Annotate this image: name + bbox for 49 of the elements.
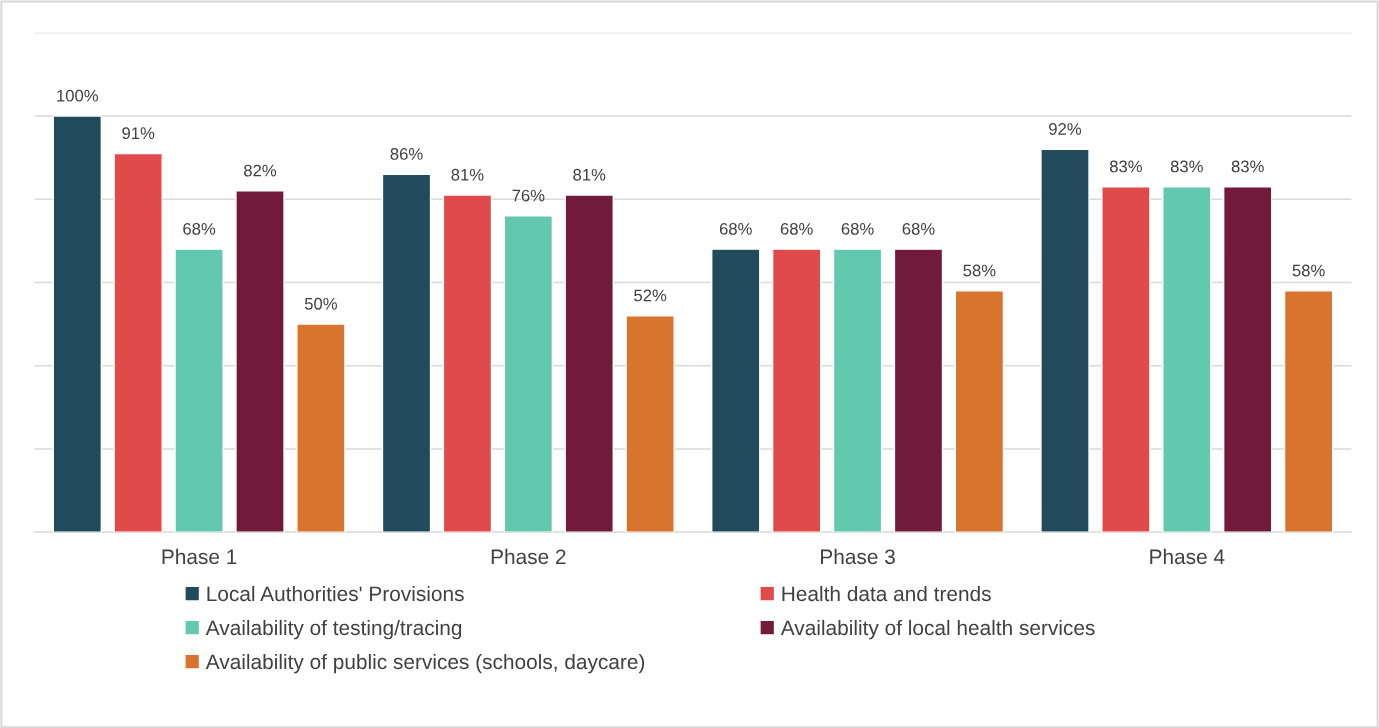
bar xyxy=(625,315,675,533)
x-tick-label: Phase 4 xyxy=(1150,548,1225,565)
data-label: 68% xyxy=(183,222,216,235)
x-tick-label: Phase 3 xyxy=(821,548,895,565)
bar xyxy=(564,194,614,533)
data-label: 68% xyxy=(719,222,752,235)
bar xyxy=(296,323,346,533)
data-label: 50% xyxy=(304,297,337,310)
data-label: 100% xyxy=(57,89,98,102)
legend-label: Health data and trends xyxy=(782,585,991,602)
x-tick-label: Phase 1 xyxy=(162,548,237,565)
bar xyxy=(52,115,103,533)
bar xyxy=(1101,186,1151,533)
bar xyxy=(954,290,1005,533)
x-tick-label: Phase 2 xyxy=(491,548,566,565)
bar xyxy=(381,173,432,533)
data-label: 91% xyxy=(122,127,155,140)
data-label: 81% xyxy=(573,168,606,181)
bar xyxy=(174,248,224,533)
data-label: 83% xyxy=(1170,160,1203,173)
data-label: 82% xyxy=(244,164,277,177)
bar xyxy=(1222,186,1273,533)
data-label: 68% xyxy=(780,222,813,235)
legend-label: Availability of public services (schools, daycare) xyxy=(205,653,645,674)
legend-label: Local Authorities' Provisions xyxy=(207,585,464,602)
bar xyxy=(832,248,883,533)
bar xyxy=(1162,186,1212,533)
bar xyxy=(1040,148,1090,533)
bar xyxy=(771,248,822,533)
data-label: 68% xyxy=(841,222,874,235)
data-label: 58% xyxy=(963,264,996,277)
data-label: 58% xyxy=(1292,264,1325,277)
bar xyxy=(893,248,944,533)
bar xyxy=(235,190,285,533)
bar xyxy=(113,152,163,533)
bar xyxy=(442,194,493,533)
data-label: 68% xyxy=(902,222,935,235)
data-label: 92% xyxy=(1049,123,1082,135)
bar xyxy=(711,248,761,533)
data-label: 81% xyxy=(451,168,484,181)
bar xyxy=(503,215,554,533)
bar xyxy=(1283,290,1334,533)
legend-label: Availability of local health services xyxy=(780,619,1095,640)
data-label: 83% xyxy=(1231,160,1264,173)
data-label: 52% xyxy=(634,289,667,302)
data-label: 76% xyxy=(512,189,545,202)
data-label: 86% xyxy=(390,148,423,160)
legend-label: Availability of testing/tracing xyxy=(205,619,462,640)
data-label: 83% xyxy=(1109,160,1142,173)
